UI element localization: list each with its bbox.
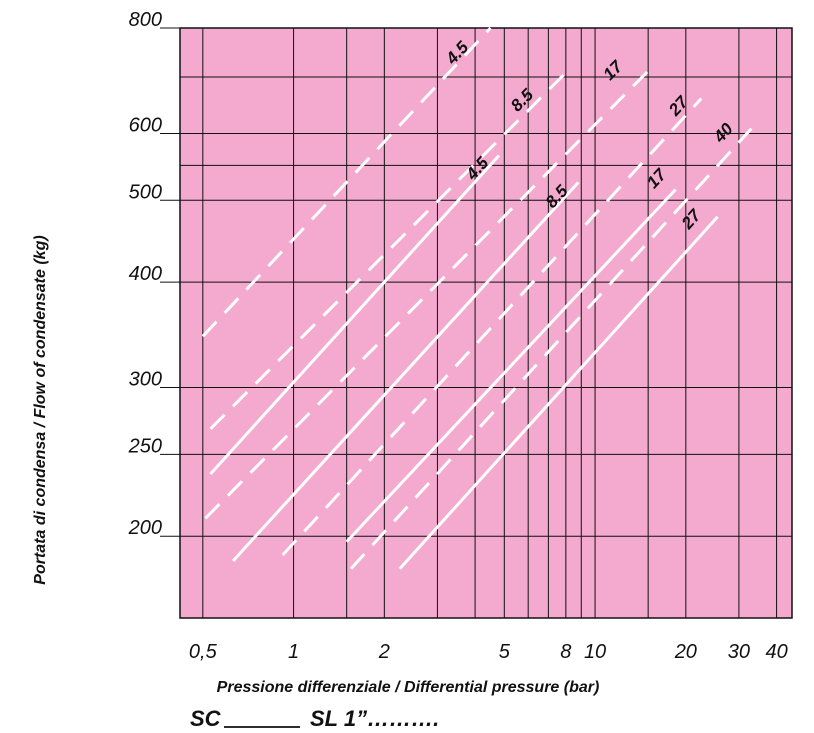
- x-tick-label: 0,5: [189, 641, 218, 663]
- x-tick-label: 30: [728, 641, 750, 663]
- x-tick-label: 1: [288, 641, 299, 663]
- series-line-dashed-17: [204, 65, 654, 520]
- series-line-dashed-8-5: [209, 73, 566, 430]
- series-line-solid-8-5: [231, 181, 580, 562]
- y-axis-title: Portata di condensa / Flow of condensate…: [32, 235, 49, 584]
- y-tick-label: 400: [129, 263, 162, 285]
- x-axis-title: Pressione differenziale / Differential p…: [217, 679, 600, 696]
- y-tick-label: 250: [128, 435, 162, 457]
- x-ticks: 0,5 1 2 5 8 10 20 30 40: [189, 641, 788, 663]
- plot-background: [179, 27, 793, 619]
- series-line-dashed-27: [281, 97, 703, 557]
- y-tick-label: 200: [128, 517, 162, 539]
- x-tick-label: 40: [765, 641, 787, 663]
- series-line-dashed-4-5: [201, 26, 492, 338]
- x-tick-label: 2: [378, 641, 390, 663]
- series-line-solid-17: [345, 188, 677, 543]
- y-tick-label: 600: [129, 114, 162, 136]
- footer: SC SL 1”……….: [190, 706, 439, 731]
- footer-prefix: SC: [190, 706, 222, 731]
- y-tick-label: 800: [129, 9, 162, 31]
- footer-suffix: SL 1”……….: [310, 706, 439, 731]
- y-ticks: 200 250 300 400 500 600 800: [128, 9, 180, 539]
- y-tick-label: 300: [129, 369, 162, 391]
- series-line-solid-4-5: [209, 154, 501, 475]
- series-line-solid-27: [398, 215, 719, 570]
- x-tick-label: 5: [499, 641, 511, 663]
- x-tick-label: 20: [674, 641, 697, 663]
- y-tick-label: 500: [129, 181, 162, 203]
- x-tick-label: 10: [584, 641, 606, 663]
- x-tick-label: 8: [560, 641, 571, 663]
- series-layer: [201, 26, 753, 570]
- series-line-dashed-40: [349, 127, 753, 570]
